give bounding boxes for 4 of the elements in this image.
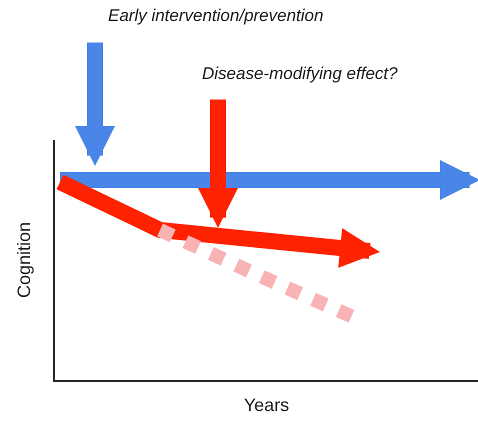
text: Early intervention/prevention [108,6,324,25]
y-axis-title: Cognition [14,222,34,298]
text: Disease-modifying effect? [202,64,398,83]
x-axis-title: Years [244,394,290,415]
